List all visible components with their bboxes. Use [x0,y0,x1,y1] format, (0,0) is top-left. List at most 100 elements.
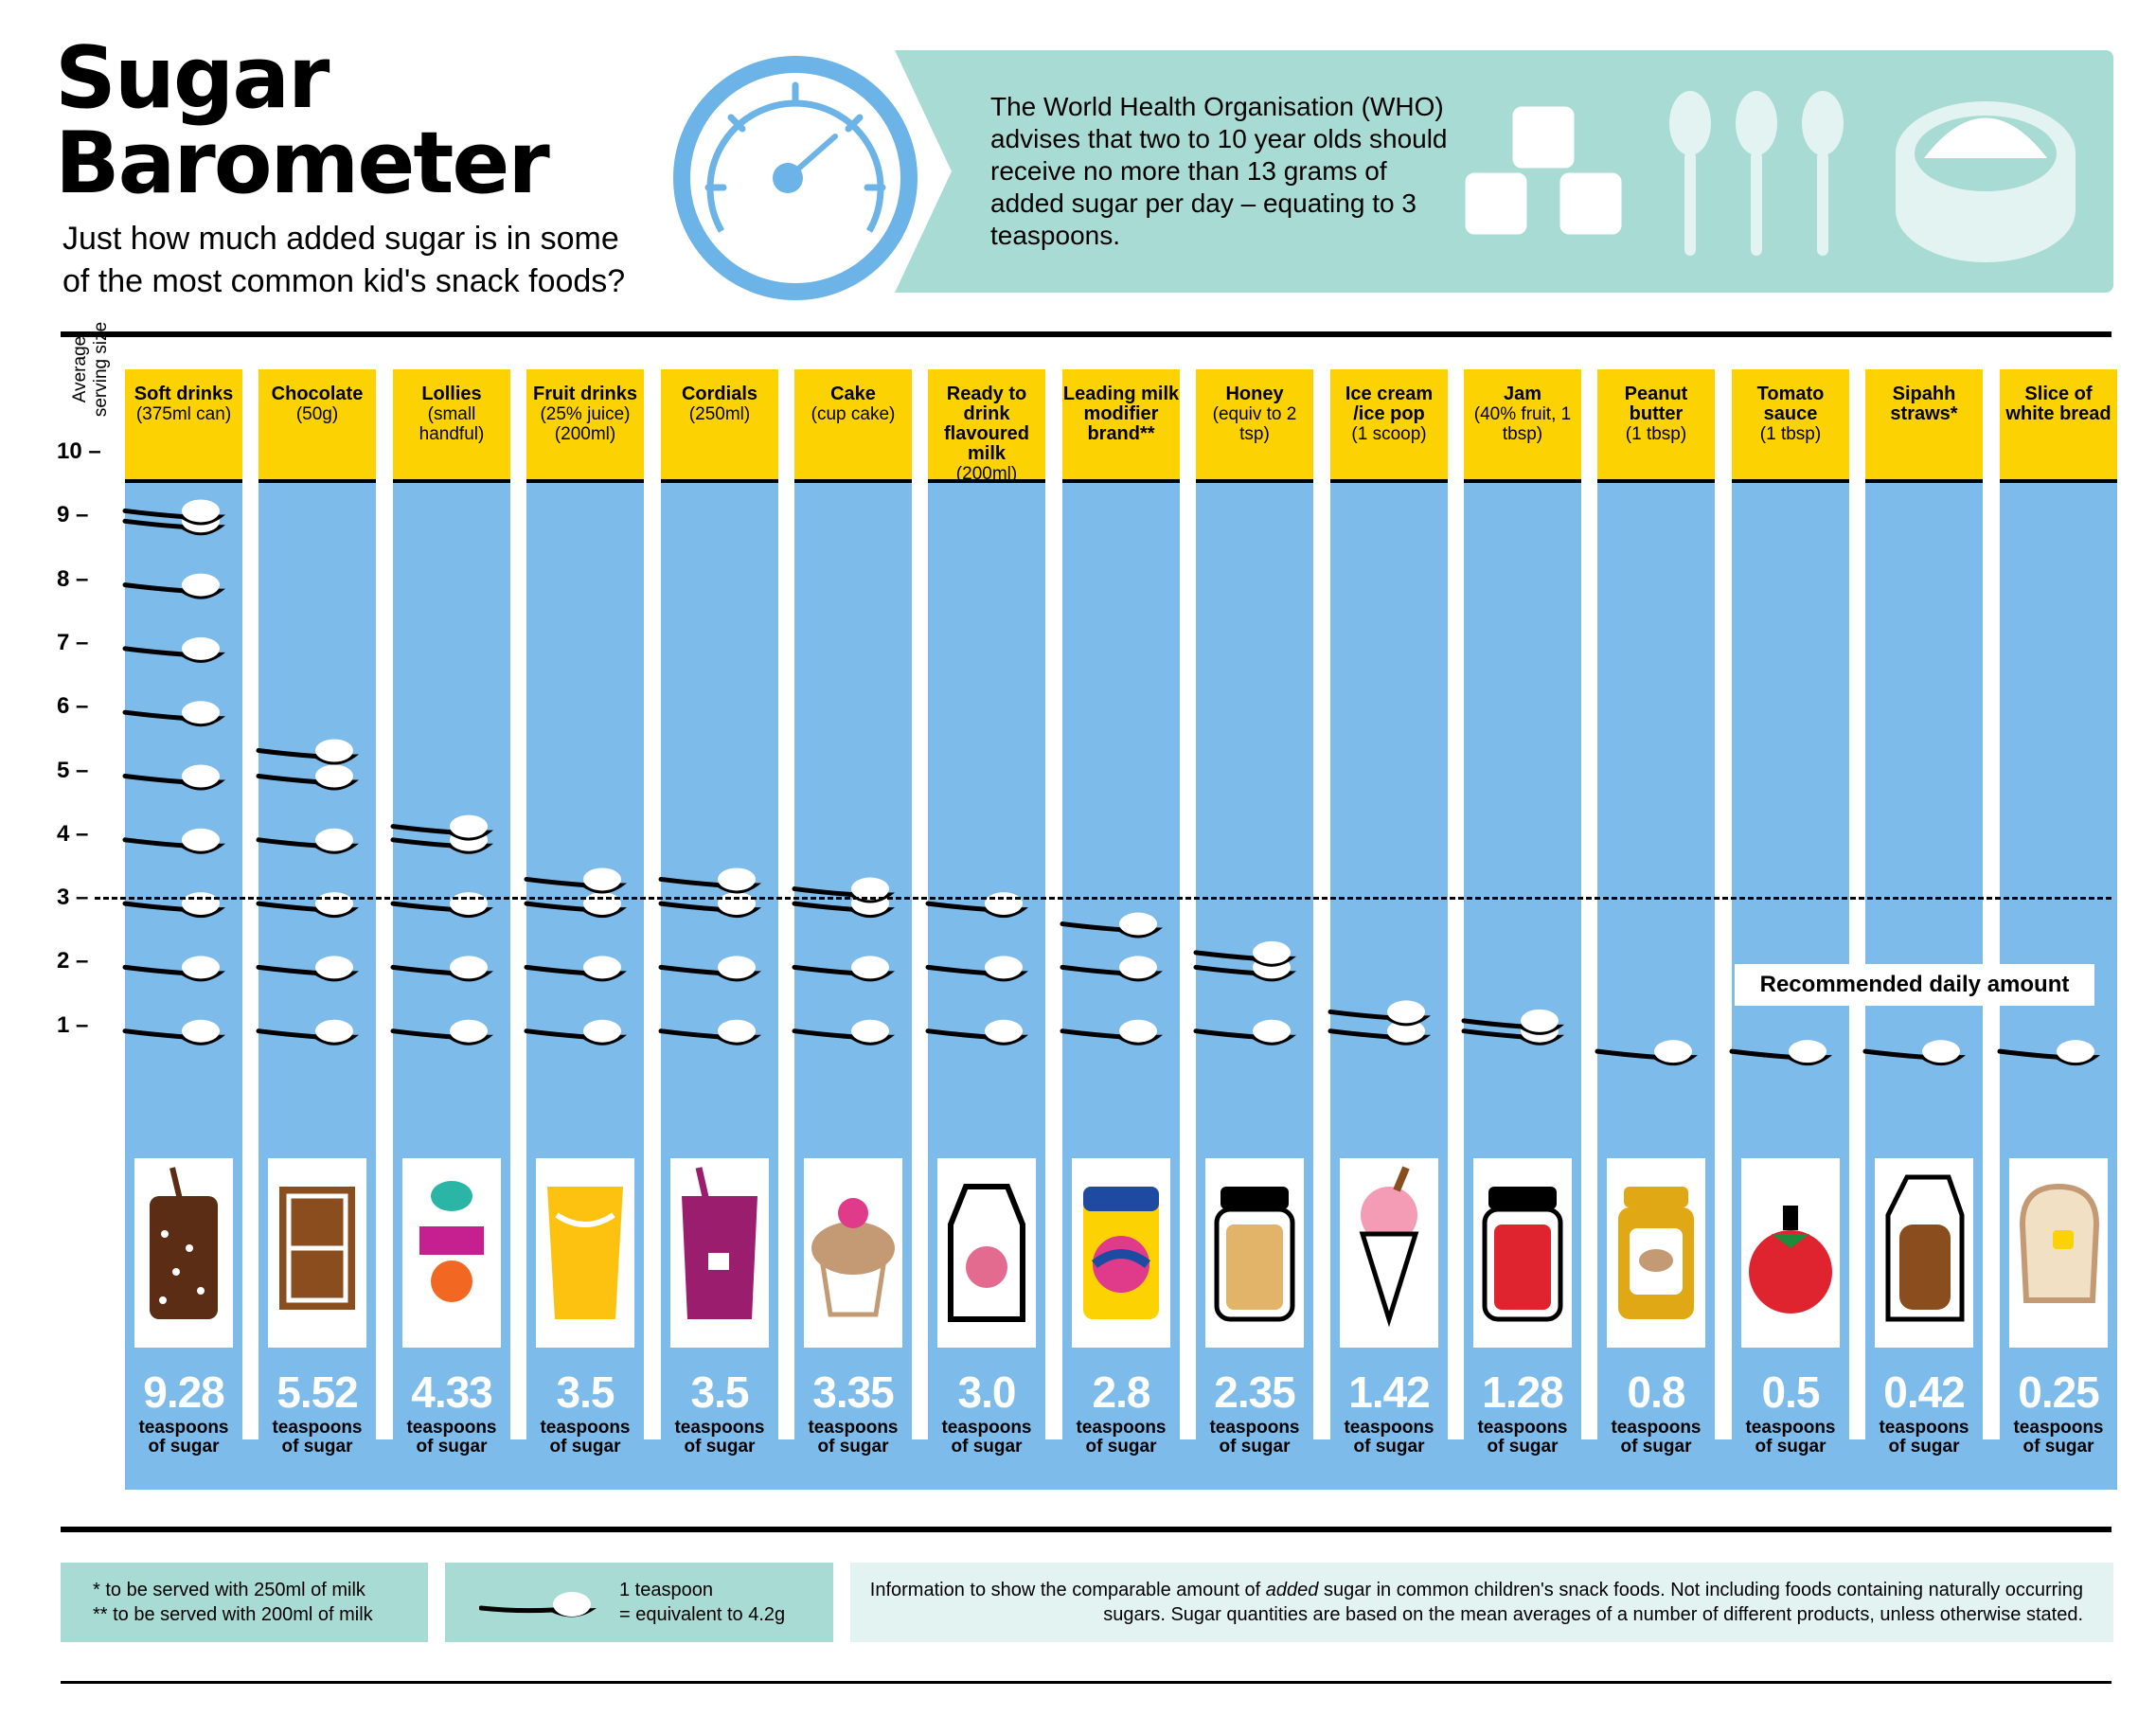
unit-line-2: of sugar [951,1437,1023,1457]
unit-line-1: teaspoons [1745,1418,1836,1438]
fruit-drink-glass-icon [547,1187,623,1319]
food-image-panel [1473,1158,1572,1348]
unit-line-2: of sugar [684,1437,756,1457]
info-note-box: Information to show the comparable amoun… [850,1563,2113,1642]
column-header: Fruit drinks (25% juice) (200ml) [526,369,644,483]
footer-divider [61,1681,2111,1684]
food-image-panel [1072,1158,1170,1348]
sugar-value: 2.35 [1214,1367,1296,1417]
chart-column: Fruit drinks (25% juice) (200ml) 3.5 teaspo… [526,369,644,1490]
teaspoon-legend-box: 1 teaspoon = equivalent to 4.2g [445,1563,833,1642]
cordial-glass-icon [682,1167,757,1319]
sugar-value: 0.25 [2018,1367,2100,1417]
category-detail: (50g) [295,404,339,424]
category-name: Sipahh straws* [1890,384,1958,424]
soft-drink-glass-icon [150,1167,218,1319]
sugar-cubes-icon [1460,101,1627,240]
column-header: Peanut butter (1 tbsp) [1597,369,1715,483]
sugar-value: 1.42 [1348,1367,1431,1417]
sugar-unit: teaspoons of sugar [2000,1419,2117,1457]
food-image-panel [1741,1158,1840,1348]
sugar-value: 9.28 [143,1367,225,1417]
unit-line-2: of sugar [2022,1437,2094,1457]
y-axis-label: Average serving size [70,321,111,418]
category-name: Honey [1225,384,1284,404]
unit-line-1: teaspoons [808,1418,899,1438]
y-tick-label: 1 – [57,1011,89,1038]
category-name: Ice cream /ice pop [1345,384,1434,424]
category-name: Slice of white bread [2005,384,2111,424]
column-header: Sipahh straws* [1865,369,1983,483]
subtitle-line-1: Just how much added sugar is in some [62,221,619,257]
y-tick-label: 5 – [57,757,89,783]
category-name: Cordials [681,384,758,404]
category-detail: (40% fruit, 1 tbsp) [1473,404,1572,444]
sugar-unit: teaspoons of sugar [928,1419,1045,1457]
bread-slice-icon [2019,1183,2100,1303]
category-name: Soft drinks [134,384,234,404]
honey-jar-icon [1214,1187,1295,1322]
sugar-unit: teaspoons of sugar [1330,1419,1448,1457]
sugar-value: 0.5 [1761,1367,1821,1417]
sugar-value: 3.5 [690,1367,750,1417]
sipahh-box-icon [1885,1174,1965,1322]
column-header: Cake (cup cake) [794,369,912,483]
unit-line-2: of sugar [281,1437,353,1457]
lollies-candy-icon [419,1181,484,1302]
food-image-panel [1607,1158,1705,1348]
chart-column: Tomato sauce (1 tbsp) 0.5 teaspoons of sugar [1732,369,1849,1490]
column-header: Ice cream /ice pop (1 scoop) [1330,369,1448,483]
y-tick-label: 9 – [57,502,89,528]
unit-line-1: teaspoons [540,1418,631,1438]
sugar-unit: teaspoons of sugar [1597,1419,1715,1457]
barometer-gauge-icon [673,56,918,300]
column-header: Tomato sauce (1 tbsp) [1732,369,1849,483]
food-image-panel [1875,1158,1973,1348]
unit-line-1: teaspoons [1076,1418,1167,1438]
food-image-panel [134,1158,233,1348]
footnote-single: * to be served with 250ml of milk [93,1580,365,1600]
subtitle: Just how much added sugar is in some of … [62,218,687,303]
unit-line-2: of sugar [416,1437,488,1457]
column-header: Leading milk modifier brand** [1062,369,1180,483]
category-name: Tomato sauce [1756,384,1825,424]
y-tick-label: 10 – [57,438,101,464]
sugar-unit: teaspoons of sugar [794,1419,912,1457]
chart-column: Leading milk modifier brand** 2.8 teaspoon… [1062,369,1180,1490]
title-line-2: Barometer [55,114,550,213]
info-text-emphasis: added [1265,1580,1319,1600]
column-header: Jam (40% fruit, 1 tbsp) [1464,369,1581,483]
ice-cream-cone-icon [1359,1166,1419,1328]
title-line-1: Sugar [55,28,330,128]
column-header: Soft drinks (375ml can) [125,369,242,483]
food-image-panel [268,1158,366,1348]
y-tick-label: 2 – [57,948,89,974]
sugar-unit: teaspoons of sugar [1865,1419,1983,1457]
unit-line-2: of sugar [1219,1437,1291,1457]
category-name: Cake [830,384,876,404]
food-image-panel [1340,1158,1438,1348]
legend-teaspoon-icon [479,1592,597,1618]
subtitle-line-2: of the most common kid's snack foods? [62,263,626,299]
y-tick-label: 4 – [57,820,89,847]
unit-line-2: of sugar [1085,1437,1157,1457]
unit-line-1: teaspoons [138,1418,229,1438]
column-header: Cordials (250ml) [661,369,778,483]
unit-line-2: of sugar [1620,1437,1692,1457]
chart-column: Jam (40% fruit, 1 tbsp) 1.28 teaspoons of su… [1464,369,1581,1490]
sugar-value: 5.52 [276,1367,359,1417]
info-text-end: sugar in common children's snack foods. … [1103,1580,2083,1625]
chart-column: Slice of white bread 0.25 teaspoons of suga… [2000,369,2117,1490]
column-header: Honey (equiv to 2 tsp) [1196,369,1313,483]
category-detail: (200ml) [955,464,1018,484]
sugar-value: 0.42 [1883,1367,1966,1417]
food-image-panel [2009,1158,2108,1348]
chart-column: Chocolate (50g) 5.52 teaspoons of sugar [258,369,376,1490]
column-header: Ready to drink flavoured milk (200ml) [928,369,1045,484]
food-image-panel [402,1158,501,1348]
category-name: Fruit drinks [532,384,637,404]
category-detail: (small handful) [419,404,485,444]
y-tick-label: 7 – [57,629,89,655]
unit-line-1: teaspoons [272,1418,363,1438]
unit-line-1: teaspoons [1611,1418,1702,1438]
